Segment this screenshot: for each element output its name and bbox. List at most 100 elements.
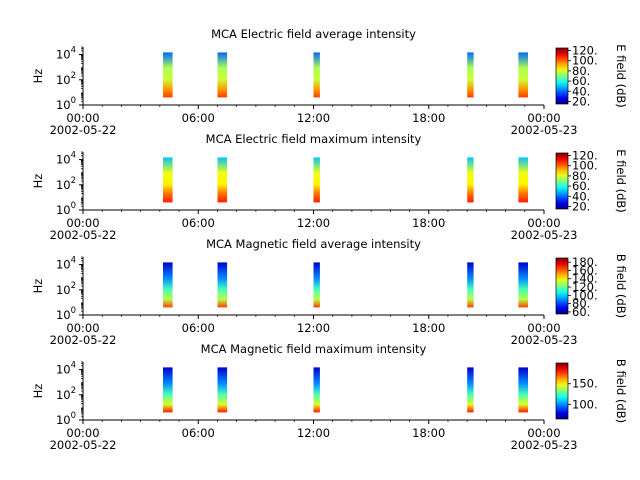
x-tick-label: 12:00 [297, 426, 330, 440]
x-tick-label: 00:00 [527, 111, 560, 125]
colorbar-frame [555, 152, 569, 210]
chart-panel-4: MCA Magnetic field maximum intensity 100 1… [31, 342, 628, 452]
colorbar-frame [555, 257, 569, 315]
colorbar-tick-label: 100. [572, 54, 598, 68]
y-tick-label: 102 [56, 281, 76, 297]
colorbar-tick-label: 150. [572, 377, 598, 391]
x-tick-date-label: 2002-05-23 [511, 228, 578, 242]
colorbar-label: E field (dB) [614, 44, 628, 108]
x-tick-label: 00:00 [527, 216, 560, 230]
colorbar-tick-label: 80. [572, 297, 590, 311]
spectrogram-column [163, 52, 173, 98]
x-tick-date-label: 2002-05-23 [511, 438, 578, 452]
spectrogram-column [518, 367, 528, 413]
colorbar-frame [555, 362, 569, 420]
chart-title: MCA Electric field maximum intensity [206, 132, 422, 146]
colorbar-label: B field (dB) [614, 254, 628, 318]
colorbar [556, 363, 568, 419]
x-tick-label: 12:00 [297, 111, 330, 125]
colorbar-tick-label: 80. [572, 169, 590, 183]
x-tick-label: 06:00 [182, 426, 215, 440]
spectrogram-column [163, 262, 173, 308]
x-tick-label: 18:00 [412, 321, 445, 335]
colorbar [556, 48, 568, 104]
colorbar-tick-label: 60. [572, 179, 590, 193]
spectrogram-column [313, 367, 320, 413]
spectrogram-column [163, 367, 173, 413]
spectrogram-column [217, 262, 228, 308]
colorbar-tick-label: 20. [572, 199, 590, 213]
y-tick-label: 104 [56, 151, 76, 167]
chart-panel-1: MCA Electric field average intensity 100 1… [31, 27, 628, 137]
colorbar-tick-label: 60. [572, 305, 590, 319]
colorbar [556, 153, 568, 209]
colorbar-tick-label: 140. [572, 272, 598, 286]
x-tick-date-label: 2002-05-22 [50, 123, 117, 137]
chart-title: MCA Electric field average intensity [211, 27, 416, 41]
y-tick-label: 100 [56, 306, 76, 322]
spectrogram-column [518, 157, 528, 203]
colorbar-tick-label: 40. [572, 189, 590, 203]
colorbar-label: E field (dB) [614, 149, 628, 213]
x-tick-label: 06:00 [182, 321, 215, 335]
chart-title: MCA Magnetic field maximum intensity [201, 342, 427, 356]
colorbar-tick-label: 120. [572, 44, 598, 58]
x-tick-label: 00:00 [527, 321, 560, 335]
colorbar-tick-label: 120. [572, 280, 598, 294]
x-tick-date-label: 2002-05-22 [50, 228, 117, 242]
x-tick-label: 00:00 [66, 321, 99, 335]
x-tick-label: 12:00 [297, 321, 330, 335]
colorbar-tick-label: 100. [572, 397, 598, 411]
colorbar-label: B field (dB) [614, 359, 628, 423]
chart-panel-2: MCA Electric field maximum intensity 100 1… [31, 132, 628, 242]
x-tick-label: 18:00 [412, 216, 445, 230]
spectrogram-column [467, 52, 474, 98]
y-axis-label: Hz [31, 69, 45, 84]
y-tick-label: 104 [56, 46, 76, 62]
spectrogram-column [467, 157, 474, 203]
y-tick-label: 102 [56, 386, 76, 402]
colorbar-tick-label: 100. [572, 159, 598, 173]
chart-title: MCA Magnetic field average intensity [206, 237, 421, 251]
y-tick-label: 100 [56, 411, 76, 427]
y-tick-label: 102 [56, 176, 76, 192]
y-axis-label: Hz [31, 174, 45, 189]
x-tick-label: 00:00 [66, 426, 99, 440]
x-tick-label: 00:00 [527, 426, 560, 440]
x-tick-label: 12:00 [297, 216, 330, 230]
spectrogram-column [313, 52, 320, 98]
colorbar-tick-label: 80. [572, 64, 590, 78]
x-tick-date-label: 2002-05-23 [511, 333, 578, 347]
spectrogram-column [467, 367, 474, 413]
x-tick-date-label: 2002-05-23 [511, 123, 578, 137]
colorbar-tick-label: 120. [572, 149, 598, 163]
y-tick-label: 100 [56, 201, 76, 217]
x-tick-label: 18:00 [412, 426, 445, 440]
x-tick-label: 00:00 [66, 111, 99, 125]
spectrogram-column [518, 262, 528, 308]
colorbar-tick-label: 160. [572, 263, 598, 277]
colorbar-tick-label: 40. [572, 84, 590, 98]
chart-panel-3: MCA Magnetic field average intensity 100 1… [31, 237, 628, 347]
x-tick-label: 18:00 [412, 111, 445, 125]
x-tick-label: 06:00 [182, 216, 215, 230]
spectrogram-column [163, 157, 173, 203]
spectrogram-column [313, 262, 320, 308]
y-axis-label: Hz [31, 279, 45, 294]
spectrogram-column [217, 157, 228, 203]
x-tick-label: 00:00 [66, 216, 99, 230]
y-axis-label: Hz [31, 384, 45, 399]
colorbar-frame [555, 47, 569, 105]
x-tick-date-label: 2002-05-22 [50, 438, 117, 452]
y-tick-label: 104 [56, 256, 76, 272]
y-tick-label: 102 [56, 71, 76, 87]
spectrogram-column [467, 262, 474, 308]
x-tick-label: 06:00 [182, 111, 215, 125]
colorbar-tick-label: 100. [572, 288, 598, 302]
colorbar-tick-label: 180. [572, 255, 598, 269]
spectrogram-column [217, 367, 228, 413]
colorbar [556, 258, 568, 314]
y-tick-label: 100 [56, 96, 76, 112]
x-tick-date-label: 2002-05-22 [50, 333, 117, 347]
